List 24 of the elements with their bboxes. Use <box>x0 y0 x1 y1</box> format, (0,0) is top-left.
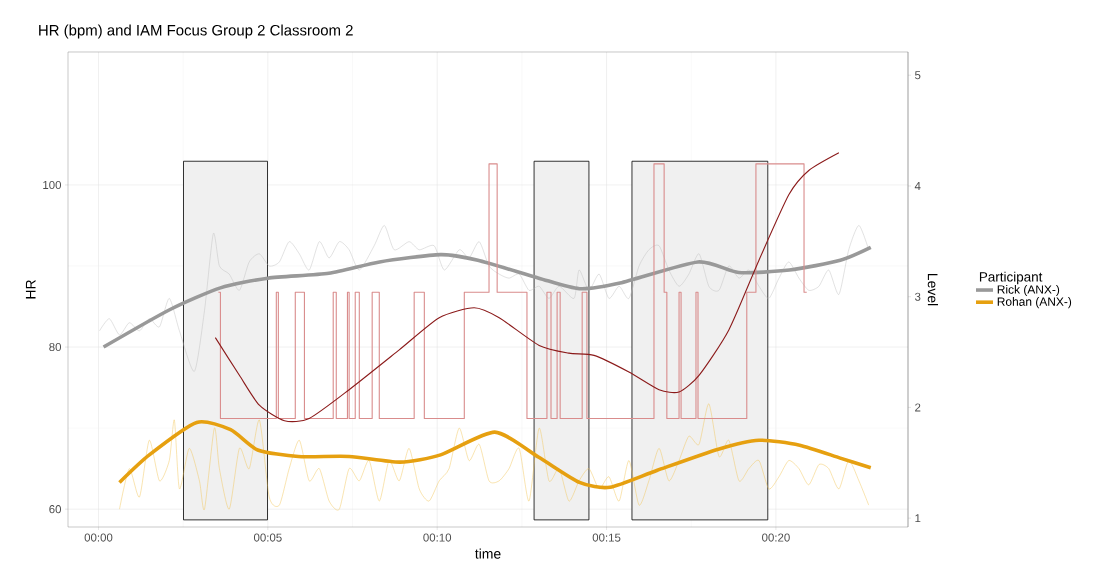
y2-tick-label: 4 <box>914 182 921 190</box>
x-tick-label: 00:20 <box>762 533 790 542</box>
chart-title: HR (bpm) and IAM Focus Group 2 Classroom 2 <box>39 24 353 39</box>
y2-tick-label: 5 <box>914 71 921 80</box>
y2-tick-label: 2 <box>915 403 921 412</box>
y2-tick-label: 3 <box>914 292 921 301</box>
x-axis-title: time <box>475 548 501 559</box>
y-tick-label: 100 <box>43 180 62 189</box>
y2-axis-title: Level <box>927 273 938 306</box>
line-series <box>119 403 869 510</box>
x-tick-label: 00:15 <box>592 533 621 542</box>
x-tick-label: 00:00 <box>84 533 113 542</box>
line-series <box>101 245 873 349</box>
y-tick-label: 80 <box>49 342 62 352</box>
line-series <box>117 420 873 490</box>
y2-tick-label: 1 <box>915 514 921 523</box>
y-tick-label: 60 <box>49 505 62 514</box>
y-axis-title: HR <box>25 280 36 299</box>
legend-title: Participant <box>979 271 1043 285</box>
x-tick-label: 00:10 <box>423 533 452 542</box>
line-series <box>99 225 869 372</box>
x-tick-label: 00:05 <box>253 533 282 542</box>
legend-label: Rick (ANX-) <box>997 284 1060 297</box>
legend-label: Rohan (ANX-) <box>997 297 1072 309</box>
